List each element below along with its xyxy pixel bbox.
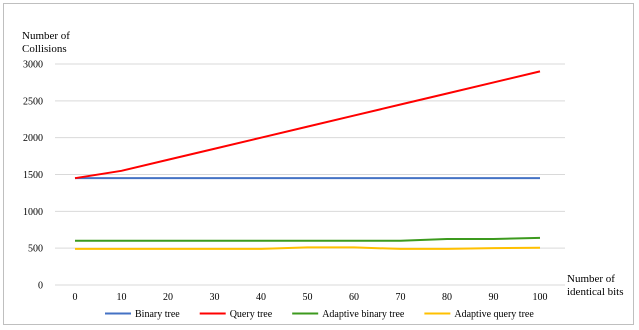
legend-label: Query tree: [230, 309, 273, 320]
y-tick-label: 1500: [23, 170, 43, 181]
x-axis-title: Number of identical bits: [567, 273, 624, 298]
series-line-2: [75, 236, 541, 242]
x-tick-label: 100: [533, 292, 548, 303]
y-axis-title: Number of Collisions: [22, 30, 70, 55]
y-tick-label: 1000: [23, 207, 43, 218]
chart-frame: [3, 3, 634, 325]
y-tick-label: 500: [28, 244, 43, 255]
x-tick-label: 20: [163, 292, 173, 303]
x-tick-label: 30: [210, 292, 220, 303]
y-tick-label: 2000: [23, 133, 43, 144]
x-tick-labels: 0 10 20 30 40 50 60 70 80 90 100: [73, 292, 548, 303]
x-tick-label: 60: [349, 292, 359, 303]
legend-label: Adaptive query tree: [454, 309, 534, 320]
y-tick-label: 3000: [23, 60, 43, 71]
x-tick-label: 40: [256, 292, 266, 303]
y-tick-labels: 0 500 1000 1500 2000 2500 3000: [23, 60, 43, 292]
x-tick-label: 10: [117, 292, 127, 303]
gridlines: [55, 63, 565, 286]
legend: Binary tree Query tree Adaptive binary tre…: [105, 309, 534, 320]
x-axis-title-line1: Number of: [567, 273, 615, 285]
x-tick-label: 50: [303, 292, 313, 303]
series-line-1: [74, 70, 541, 180]
y-axis-title-line1: Number of: [22, 30, 70, 42]
series-line-3: [75, 246, 541, 250]
y-tick-label: 0: [38, 281, 43, 292]
x-tick-label: 80: [442, 292, 452, 303]
y-axis-title-line2: Collisions: [22, 43, 67, 55]
legend-label: Adaptive binary tree: [322, 309, 405, 320]
x-tick-label: 0: [73, 292, 78, 303]
x-tick-label: 90: [489, 292, 499, 303]
x-axis-title-line2: identical bits: [567, 286, 624, 298]
series-lines: [74, 70, 541, 250]
x-tick-label: 70: [396, 292, 406, 303]
y-tick-label: 2500: [23, 96, 43, 107]
legend-label: Binary tree: [135, 309, 180, 320]
